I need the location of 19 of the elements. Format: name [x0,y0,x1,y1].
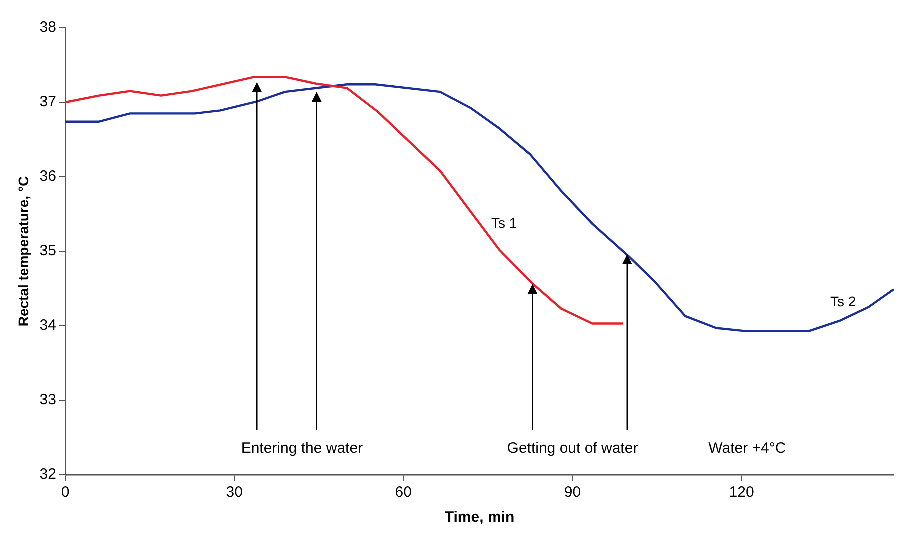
series-label: Ts 2 [830,294,856,310]
y-tick-label: 32 [40,466,56,484]
x-tick-label: 60 [395,484,412,502]
x-tick-label: 30 [226,484,243,502]
y-tick-label: 37 [40,94,56,111]
x-tick-label: 0 [61,484,70,502]
annotation: Water +4°C [708,440,786,458]
annotation: Entering the water [241,440,364,458]
y-tick-label: 38 [40,19,56,36]
y-tick-label: 36 [40,168,56,186]
x-tick-label: 90 [564,484,582,502]
y-tick-label: 33 [40,392,56,409]
x-tick-label: 120 [729,484,754,502]
series-label: Ts 1 [491,214,518,231]
annotation: Getting out of water [507,440,638,458]
y-tick-label: 34 [40,317,56,334]
x-axis-title: Time, min [444,509,515,526]
y-tick-label: 35 [40,242,56,260]
y-axis-title: Rectal temperature, °C [15,176,32,327]
